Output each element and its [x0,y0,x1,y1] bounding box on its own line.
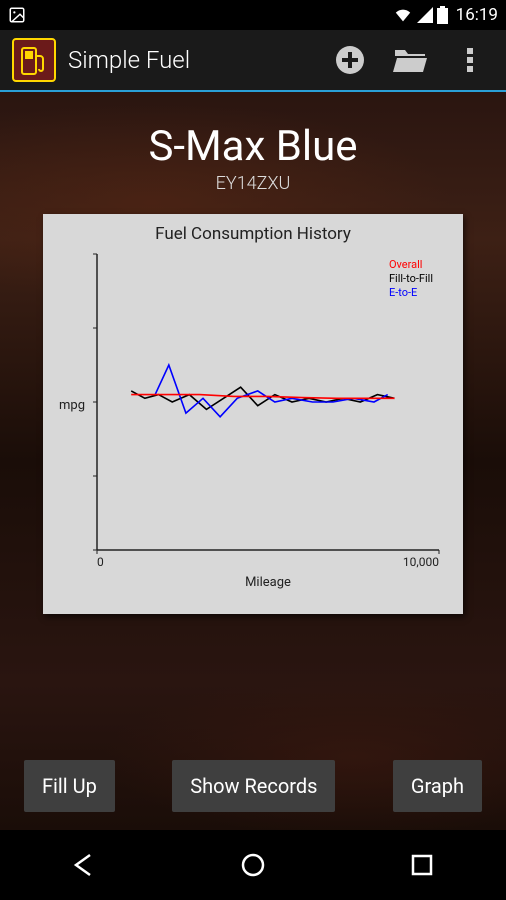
main-content: S-Max Blue EY14ZXU Fuel Consumption Hist… [0,90,506,830]
bottom-button-row: Fill Up Show Records Graph [0,760,506,812]
fuel-chart-card: Fuel Consumption History mpg Mileage 020… [43,214,463,614]
app-logo-icon [12,38,56,82]
recents-icon [410,853,434,877]
chart-plot: mpg Mileage 020406080010,000 OverallFill… [93,248,443,568]
chart-xlabel: Mileage [245,575,291,590]
plus-circle-icon [333,43,367,77]
battery-icon [437,6,448,24]
vehicle-registration: EY14ZXU [0,173,506,194]
picture-icon [8,6,26,24]
chart-ylabel: mpg [59,398,85,413]
chart-legend: OverallFill-to-FillE-to-E [389,258,433,299]
app-bar: Simple Fuel [0,30,506,90]
show-records-button[interactable]: Show Records [172,760,335,812]
nav-back-button[interactable] [44,840,124,890]
add-button[interactable] [326,36,374,84]
overflow-menu-button[interactable] [446,36,494,84]
android-nav-bar [0,830,506,900]
legend-item: Overall [389,258,433,272]
graph-button[interactable]: Graph [393,760,482,812]
open-folder-button[interactable] [386,36,434,84]
legend-item: E-to-E [389,286,433,300]
status-bar: 16:19 [0,0,506,30]
home-icon [239,851,267,879]
nav-home-button[interactable] [213,840,293,890]
svg-text:10,000: 10,000 [403,555,439,568]
chart-title: Fuel Consumption History [57,224,449,244]
back-icon [70,851,98,879]
status-time: 16:19 [456,5,498,25]
overflow-icon [466,46,474,74]
wifi-icon [393,7,413,23]
nav-recents-button[interactable] [382,840,462,890]
svg-text:0: 0 [97,555,104,568]
folder-icon [393,46,427,74]
legend-item: Fill-to-Fill [389,272,433,286]
app-title: Simple Fuel [68,46,190,74]
fill-up-button[interactable]: Fill Up [24,760,115,812]
signal-icon [417,7,433,23]
vehicle-name: S-Max Blue [0,122,506,171]
